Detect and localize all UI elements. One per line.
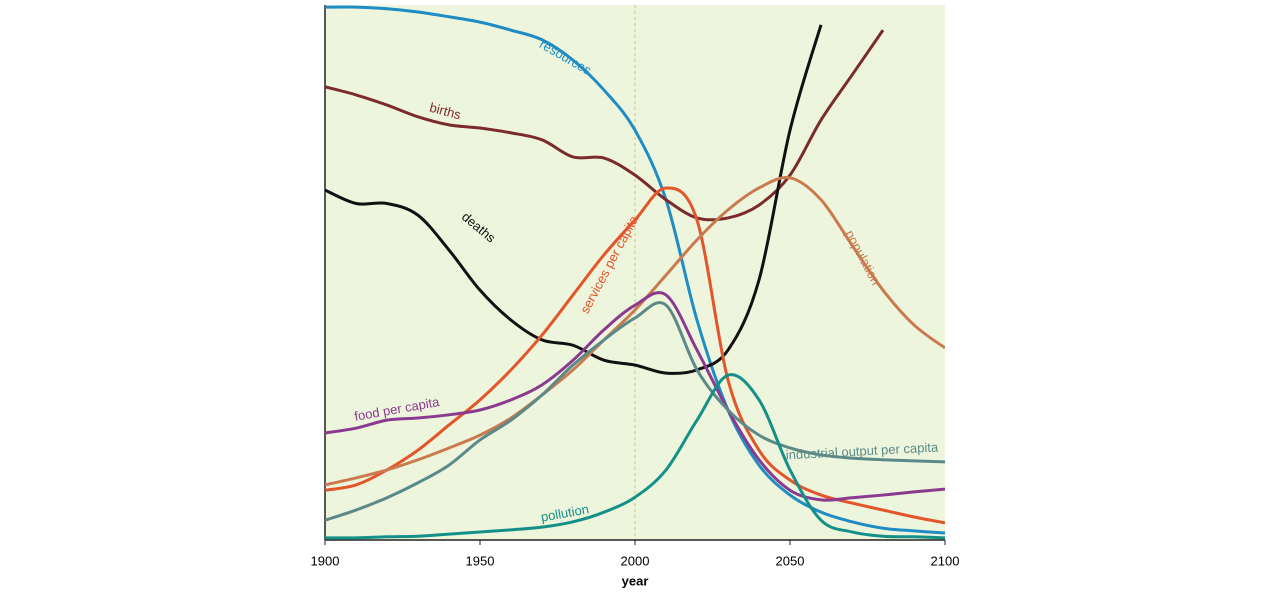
series-group [325,5,945,540]
series-line [325,301,945,522]
x-tick-label: 2000 [621,553,650,568]
series-line [325,291,945,502]
x-tick-label: 2100 [931,553,960,568]
series-line [325,29,885,222]
x-tick-label: 2050 [776,553,805,568]
x-tick-label: 1900 [311,553,340,568]
series-line [325,373,945,540]
x-axis-label: year [622,573,649,588]
x-tick-label: 1950 [466,553,495,568]
series-line [325,5,945,535]
series-line [325,175,945,487]
